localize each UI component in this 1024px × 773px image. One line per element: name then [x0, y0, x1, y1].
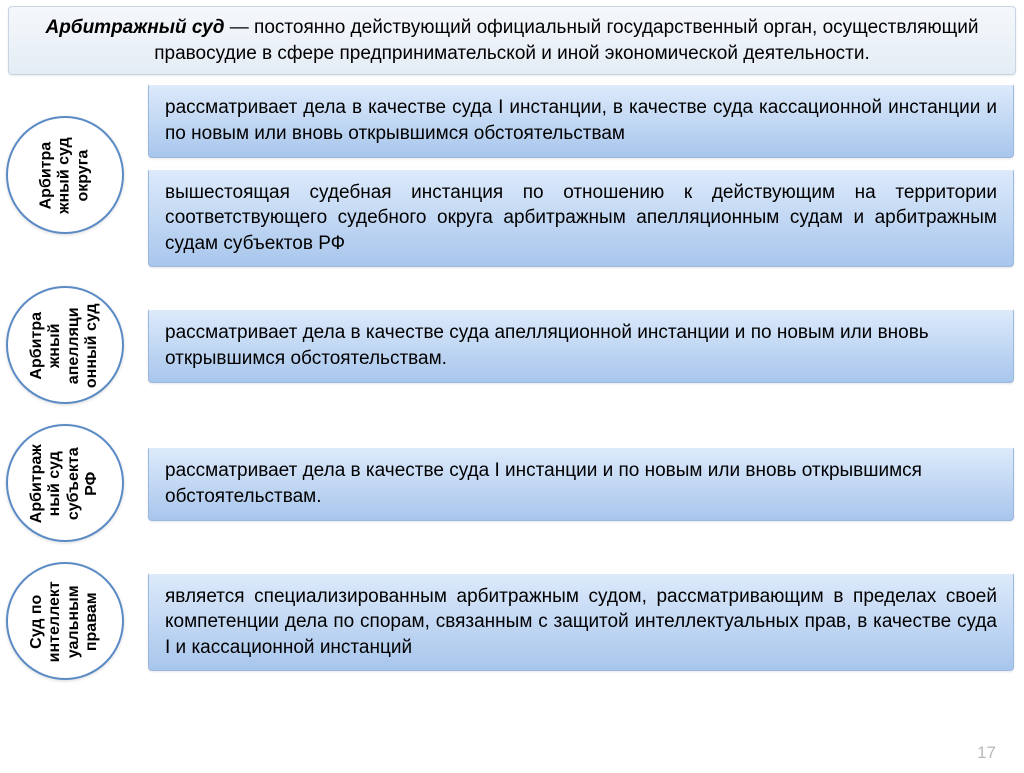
circle-column: Суд по интеллект уальным правам	[0, 562, 130, 680]
term: Арбитражный суд	[45, 17, 224, 38]
description-box: вышестоящая судебная инстанция по отноше…	[148, 168, 1014, 268]
court-label: Арбитра жный суд округа	[37, 118, 92, 232]
court-label: Арбитра жный апелляци онный суд	[28, 288, 102, 402]
description-column: рассматривает дела в качестве суда I инс…	[130, 446, 1014, 520]
court-circle: Арбитра жный суд округа	[6, 116, 124, 234]
circle-column: Арбитра жный апелляци онный суд	[0, 286, 130, 404]
row: Арбитраж ный суд субъекта РФ рассматривае…	[0, 423, 1014, 543]
description-column: является специализированным арбитражным …	[130, 572, 1014, 672]
court-circle: Арбитра жный апелляци онный суд	[6, 286, 124, 404]
rows-container: Арбитра жный суд округа рассматривает дел…	[0, 83, 1024, 681]
court-label: Суд по интеллект уальным правам	[28, 564, 102, 678]
circle-column: Арбитраж ный суд субъекта РФ	[0, 424, 130, 542]
description-column: рассматривает дела в качестве суда I инс…	[130, 83, 1014, 267]
description-column: рассматривает дела в качестве суда апелл…	[130, 308, 1014, 382]
description-box: рассматривает дела в качестве суда I инс…	[148, 83, 1014, 157]
row: Арбитра жный апелляци онный суд рассматри…	[0, 285, 1014, 405]
court-label: Арбитраж ный суд субъекта РФ	[28, 426, 102, 540]
page-number: 17	[977, 743, 996, 763]
court-circle: Суд по интеллект уальным правам	[6, 562, 124, 680]
description-box: рассматривает дела в качестве суда I инс…	[148, 446, 1014, 520]
definition-header: Арбитражный суд — постоянно действующий …	[8, 6, 1016, 75]
description-box: является специализированным арбитражным …	[148, 572, 1014, 672]
row: Суд по интеллект уальным правам является …	[0, 561, 1014, 681]
court-circle: Арбитраж ный суд субъекта РФ	[6, 424, 124, 542]
description-box: рассматривает дела в качестве суда апелл…	[148, 308, 1014, 382]
circle-column: Арбитра жный суд округа	[0, 116, 130, 234]
row: Арбитра жный суд округа рассматривает дел…	[0, 83, 1014, 267]
definition-text: — постоянно действующий официальный госу…	[154, 17, 978, 64]
